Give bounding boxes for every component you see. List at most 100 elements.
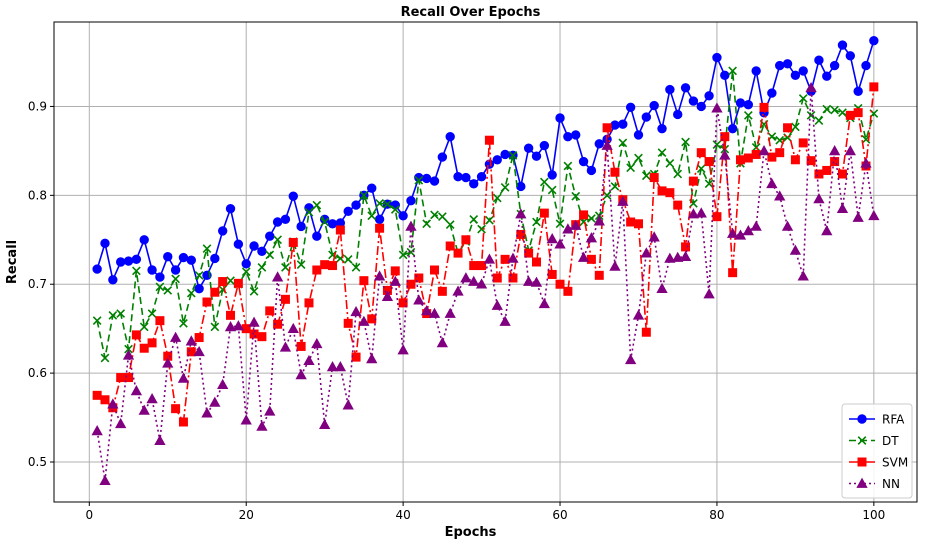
data-point-dt	[626, 163, 636, 173]
data-point-nn	[311, 337, 323, 349]
data-point-nn	[781, 220, 794, 231]
data-point-rfa	[163, 251, 173, 262]
data-point-rfa	[578, 156, 589, 167]
data-point-nn	[821, 225, 833, 236]
data-point-svm	[547, 269, 557, 279]
data-point-rfa	[712, 52, 722, 63]
data-point-svm	[257, 332, 267, 342]
data-point-svm	[265, 306, 275, 316]
y-tick-label: 0.6	[28, 366, 47, 380]
data-point-nn	[240, 414, 252, 425]
data-point-rfa	[100, 238, 110, 249]
data-point-rfa	[131, 254, 142, 265]
data-point-dt	[226, 276, 235, 286]
data-point-dt	[265, 250, 275, 260]
data-point-nn	[169, 331, 182, 342]
data-point-rfa	[280, 214, 291, 225]
data-point-nn	[585, 232, 598, 243]
data-point-dt	[437, 212, 447, 222]
data-point-nn	[632, 309, 645, 320]
data-point-nn	[177, 372, 190, 383]
data-point-rfa	[563, 131, 573, 142]
data-point-svm	[218, 277, 228, 287]
data-point-svm	[178, 417, 188, 427]
data-point-svm	[351, 352, 361, 362]
data-point-svm	[586, 254, 596, 264]
legend-label-dt: DT	[882, 434, 899, 448]
data-point-dt	[383, 199, 392, 209]
data-point-dt	[445, 220, 455, 230]
data-point-nn	[115, 417, 127, 429]
data-point-nn	[295, 369, 307, 380]
data-point-nn	[609, 260, 621, 271]
data-point-rfa	[476, 171, 487, 182]
y-tick-label: 0.7	[28, 277, 47, 291]
data-point-svm	[524, 248, 534, 258]
data-point-svm	[492, 273, 502, 283]
data-point-dt	[249, 286, 259, 296]
data-point-dt	[791, 122, 800, 132]
series-svm	[92, 82, 879, 427]
data-point-nn	[366, 353, 378, 364]
data-point-svm	[280, 294, 290, 304]
data-point-svm	[202, 297, 212, 307]
data-point-nn	[389, 275, 401, 286]
data-point-dt	[532, 217, 541, 227]
data-point-svm	[116, 373, 126, 383]
data-point-dt	[555, 219, 565, 229]
data-point-svm	[798, 138, 808, 148]
data-point-nn	[844, 145, 856, 156]
legend-entry-rfa: RFA	[849, 413, 905, 427]
data-point-svm	[783, 123, 793, 133]
data-point-dt	[116, 309, 126, 318]
data-point-svm	[461, 235, 471, 245]
data-point-svm	[398, 298, 408, 308]
data-point-nn	[813, 193, 825, 204]
data-point-svm	[626, 217, 636, 227]
data-point-svm	[539, 208, 549, 218]
data-point-nn	[209, 396, 221, 407]
data-point-nn	[648, 231, 660, 242]
data-point-svm	[688, 176, 698, 186]
data-point-svm	[328, 261, 338, 271]
data-point-nn	[530, 276, 543, 287]
data-point-svm	[139, 343, 149, 353]
data-point-dt	[304, 207, 314, 217]
data-point-svm	[406, 279, 416, 289]
data-point-svm	[790, 155, 800, 165]
data-point-nn	[428, 307, 441, 318]
data-point-rfa	[304, 203, 314, 213]
data-point-nn	[91, 425, 103, 436]
y-tick-label: 0.9	[28, 99, 47, 113]
data-point-svm	[273, 319, 283, 329]
data-point-nn	[303, 354, 315, 366]
data-point-svm	[594, 270, 604, 280]
data-point-svm	[720, 132, 730, 142]
data-point-dt	[171, 274, 180, 284]
data-point-svm	[610, 167, 620, 177]
data-point-dt	[728, 66, 737, 76]
data-point-dt	[822, 104, 832, 114]
data-point-rfa	[869, 35, 879, 46]
legend-marker-rfa	[857, 414, 867, 424]
data-point-dt	[351, 262, 361, 272]
data-point-rfa	[265, 231, 275, 241]
data-point-rfa	[123, 256, 134, 266]
data-point-nn	[672, 251, 684, 262]
data-point-rfa	[155, 272, 165, 282]
data-point-nn	[593, 215, 605, 226]
data-point-rfa	[618, 119, 628, 129]
data-point-nn	[193, 345, 205, 357]
legend-box	[841, 403, 913, 499]
data-point-rfa	[210, 253, 220, 264]
data-point-svm	[155, 316, 165, 326]
data-point-rfa	[445, 131, 455, 142]
data-point-dt	[665, 158, 675, 168]
data-point-nn	[413, 294, 425, 305]
data-point-nn	[711, 102, 723, 113]
data-point-dt	[587, 214, 596, 223]
data-point-nn	[122, 349, 135, 360]
plot-frame	[53, 21, 918, 503]
axis-ticks: 0 20 40 60 80 100 0.5 0.6 0.7 0.8 0.9	[28, 99, 885, 522]
data-point-svm	[837, 169, 847, 179]
